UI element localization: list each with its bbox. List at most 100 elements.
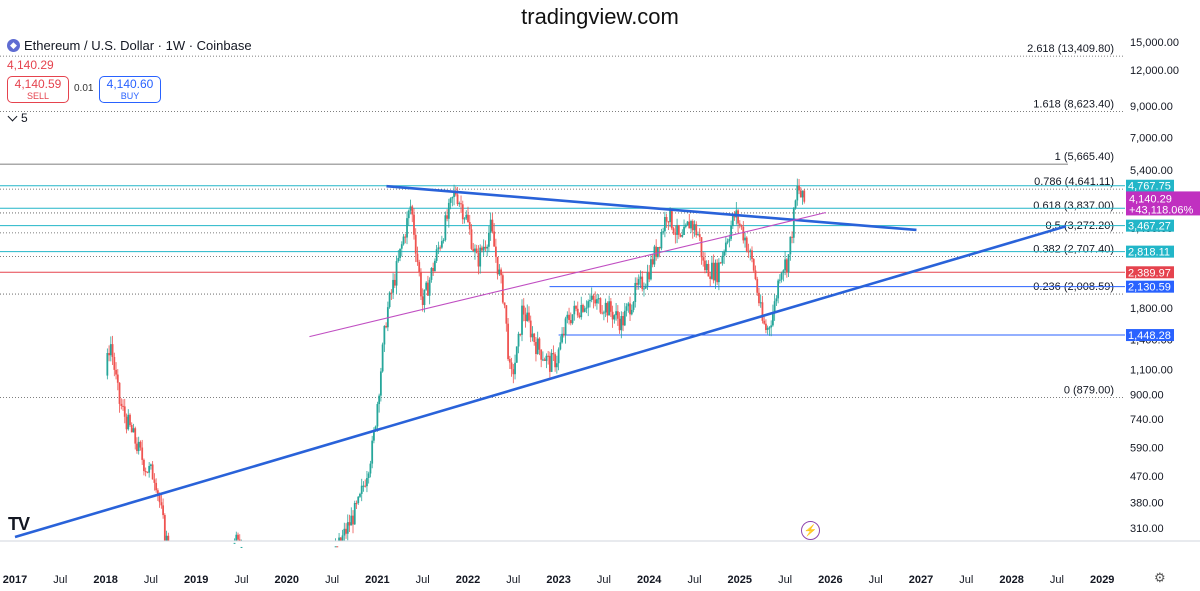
candle-body bbox=[465, 214, 468, 219]
candle-body bbox=[778, 279, 781, 281]
y-tick-label: 900.00 bbox=[1130, 390, 1164, 402]
candle-body bbox=[590, 295, 593, 301]
candle-body bbox=[752, 259, 755, 271]
candle-body bbox=[501, 275, 504, 303]
candle-body bbox=[437, 247, 440, 250]
candle-body bbox=[629, 303, 631, 315]
candle-body bbox=[521, 305, 523, 335]
candle-body bbox=[796, 185, 799, 201]
candle-body bbox=[582, 304, 584, 312]
candle-body bbox=[657, 247, 659, 257]
candle-body bbox=[557, 349, 560, 364]
candle-body bbox=[345, 528, 347, 534]
candle-body bbox=[528, 312, 530, 321]
candle-body bbox=[514, 362, 516, 375]
candle-body bbox=[515, 346, 518, 363]
x-tick-label: Jul bbox=[416, 574, 430, 586]
symbol-header[interactable]: ◆ Ethereum / U.S. Dollar · 1W · Coinbase bbox=[7, 38, 252, 53]
candle-body bbox=[665, 217, 668, 222]
candle-body bbox=[658, 247, 661, 249]
indicators-toggle[interactable]: 5 bbox=[7, 109, 35, 127]
candle-body bbox=[376, 404, 379, 427]
candle-body bbox=[116, 374, 119, 383]
candle-body bbox=[737, 210, 739, 224]
candle-body bbox=[413, 214, 415, 235]
candle-body bbox=[132, 428, 135, 433]
candle-body bbox=[498, 269, 501, 275]
candle-body bbox=[784, 259, 786, 271]
level-tag-label: 2,818.11 bbox=[1128, 247, 1170, 259]
candle-body bbox=[430, 267, 433, 280]
candle-body bbox=[768, 327, 771, 329]
candle-body bbox=[637, 279, 640, 285]
y-tick-label: 7,000.00 bbox=[1130, 133, 1173, 145]
candle-body bbox=[125, 416, 128, 430]
candle-body bbox=[418, 262, 421, 273]
candle-body bbox=[550, 353, 553, 372]
candle-body bbox=[653, 246, 656, 265]
candle-body bbox=[500, 269, 503, 276]
x-tick-label: Jul bbox=[778, 574, 792, 586]
sell-button[interactable]: 4,140.59 SELL bbox=[7, 76, 69, 103]
candle-body bbox=[660, 232, 663, 249]
candle-body bbox=[235, 534, 238, 541]
candle-body bbox=[690, 221, 692, 229]
candle-body bbox=[366, 478, 368, 487]
candle-body bbox=[134, 428, 137, 444]
candle-body bbox=[667, 221, 670, 223]
candle-body bbox=[650, 259, 652, 280]
candle-body bbox=[801, 190, 804, 198]
candle-body bbox=[672, 228, 675, 234]
ai-assistant-icon[interactable]: ⚡ bbox=[801, 521, 820, 540]
candle-body bbox=[669, 208, 672, 223]
candle-body bbox=[597, 298, 600, 300]
candle-body bbox=[583, 308, 586, 312]
candle-body bbox=[578, 315, 581, 318]
candle-body bbox=[620, 316, 623, 331]
tradingview-logo[interactable]: TV bbox=[8, 514, 30, 534]
y-tick-label: 1,800.00 bbox=[1130, 303, 1173, 315]
level-tag bbox=[1126, 329, 1174, 342]
candle-body bbox=[611, 311, 614, 320]
candle-body bbox=[711, 262, 713, 279]
candle-body bbox=[648, 272, 651, 280]
candle-body bbox=[120, 403, 123, 406]
buy-button[interactable]: 4,140.60 BUY bbox=[99, 76, 161, 103]
candle-body bbox=[378, 395, 381, 405]
settings-gear-icon[interactable]: ⚙ bbox=[1154, 570, 1166, 585]
candle-body bbox=[399, 248, 401, 259]
x-tick-label: 2024 bbox=[637, 574, 662, 586]
candle-body bbox=[362, 485, 365, 487]
candle-body bbox=[111, 344, 114, 357]
candle-body bbox=[552, 353, 555, 355]
candle-body bbox=[352, 515, 354, 525]
candle-body bbox=[484, 246, 487, 249]
candle-body bbox=[622, 316, 624, 326]
candle-body bbox=[738, 223, 741, 226]
candle-body bbox=[113, 356, 116, 370]
candle-body bbox=[122, 405, 124, 407]
candle-body bbox=[688, 221, 691, 229]
fib-label: 0.618 (3,837.00) bbox=[1033, 200, 1114, 212]
candle-body bbox=[118, 382, 121, 404]
candle-body bbox=[571, 314, 574, 324]
candle-body bbox=[587, 301, 590, 308]
candle-body bbox=[772, 312, 774, 326]
fib-label: 0.786 (4,641.11) bbox=[1034, 176, 1114, 188]
candle-body bbox=[486, 246, 489, 249]
ascending-support-line bbox=[14, 225, 1067, 539]
indicator-count: 5 bbox=[21, 111, 28, 125]
chevron-down-icon bbox=[7, 111, 18, 122]
site-banner: tradingview.com bbox=[521, 4, 679, 29]
candle-body bbox=[623, 310, 626, 326]
candle-body bbox=[137, 441, 140, 452]
x-tick-label: 2018 bbox=[93, 574, 117, 586]
candle-body bbox=[512, 369, 515, 375]
candle-body bbox=[160, 502, 163, 506]
candle-body bbox=[785, 259, 788, 273]
candle-body bbox=[385, 325, 388, 328]
spread-value: 0.01 bbox=[74, 83, 94, 94]
candle-body bbox=[714, 262, 717, 281]
candle-body bbox=[721, 255, 724, 264]
